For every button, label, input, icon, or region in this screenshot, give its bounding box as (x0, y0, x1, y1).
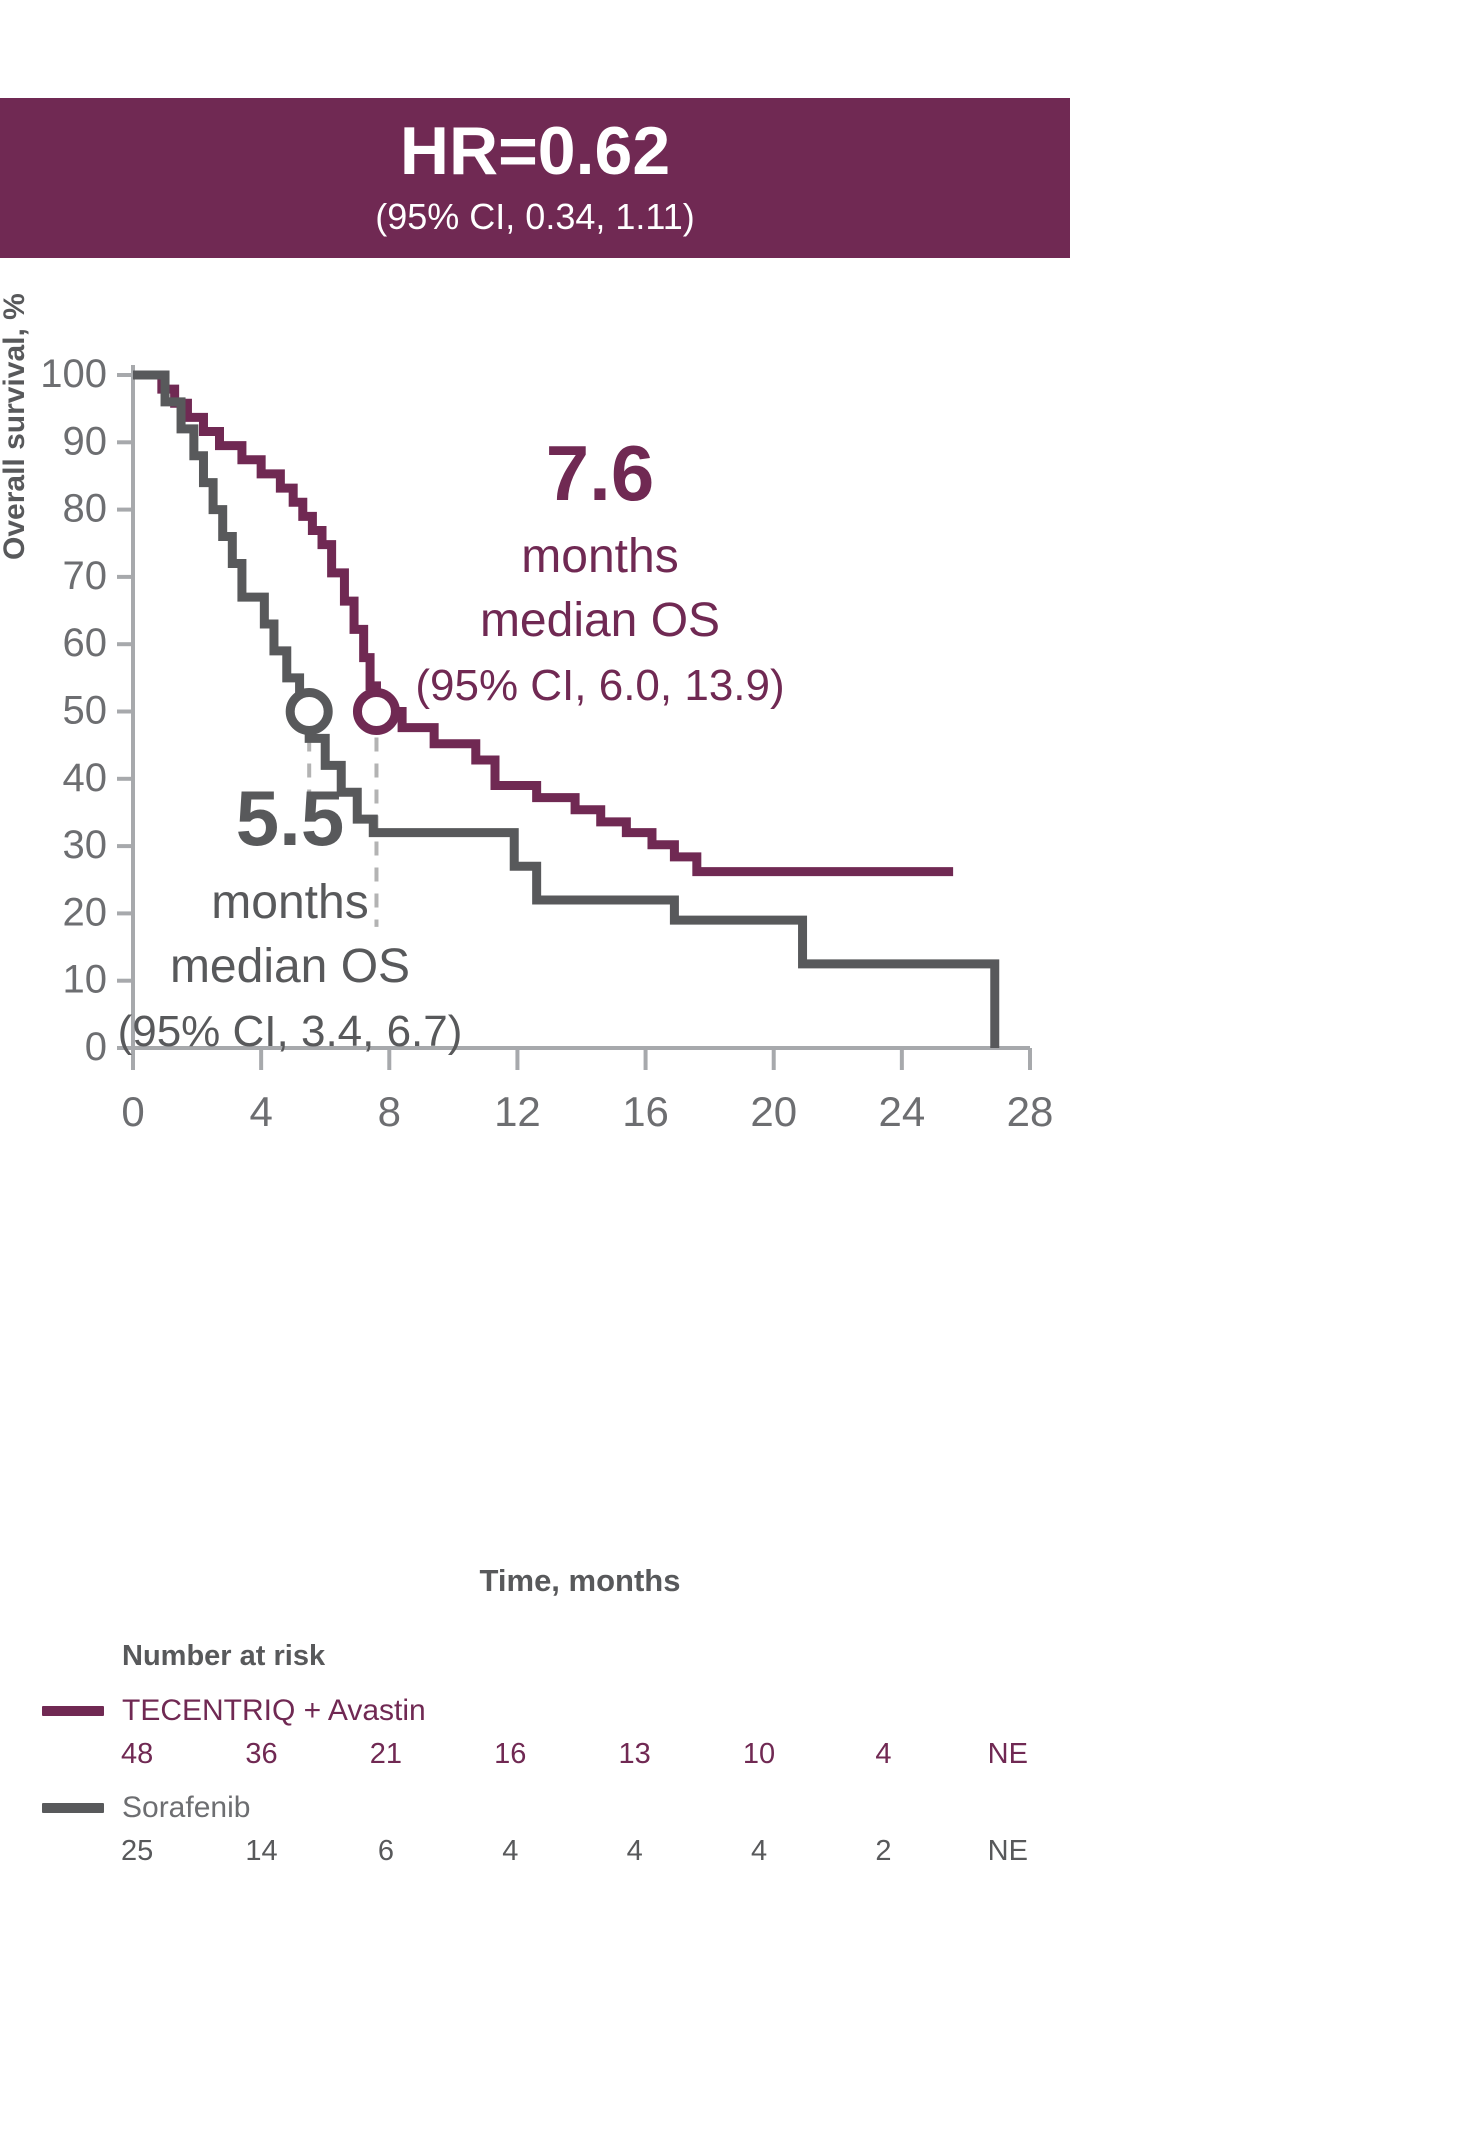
risk-group-tecentriq: TECENTRIQ + Avastin 48 36 21 16 13 10 4 … (0, 1691, 1070, 1772)
x-axis-tick-label: 28 (1007, 1088, 1054, 1135)
risk-cell: 4 (875, 1738, 892, 1770)
x-axis-tick-label: 0 (121, 1088, 144, 1135)
risk-cell: NE (987, 1834, 1028, 1867)
number-at-risk-title: Number at risk (122, 1640, 326, 1672)
risk-cell: 21 (369, 1738, 403, 1770)
km-curve-svg: 0 10 20 30 40 50 60 70 80 90 100 0 4 8 12 16 20 24 28 7.6 mo… (40, 352, 1054, 1135)
y-axis-tick-label: 20 (63, 890, 108, 934)
median-os-value-tecentriq: 7.6 (546, 429, 654, 517)
median-os-desc-tecentriq: median OS (480, 594, 720, 647)
risk-cell: 6 (377, 1834, 394, 1867)
hazard-ratio-value: HR=0.62 (399, 113, 671, 190)
median-os-marker-sorafenib (285, 688, 333, 735)
y-axis-tick-label: 60 (63, 621, 108, 665)
risk-cell: 13 (618, 1738, 651, 1770)
risk-values-tecentriq: 48 36 21 16 13 10 4 NE (75, 1737, 1070, 1772)
risk-cell: NE (987, 1738, 1028, 1770)
median-os-value-sorafenib: 5.5 (236, 774, 344, 862)
plot-area: 0 10 20 30 40 50 60 70 80 90 100 0 4 8 12 16 20 24 28 7.6 mo… (0, 300, 1070, 1500)
y-axis-tick-label: 90 (63, 419, 108, 463)
legend-label-sorafenib: Sorafenib (122, 1790, 251, 1824)
km-curve-tecentriq (133, 370, 954, 877)
x-axis-title: Time, months (0, 1563, 1070, 1599)
x-axis-tick-label: 4 (249, 1088, 272, 1135)
risk-cell: 14 (245, 1834, 278, 1867)
risk-cell: 2 (875, 1834, 892, 1867)
legend-swatch-tecentriq (42, 1706, 104, 1716)
legend-row-tecentriq: TECENTRIQ + Avastin (42, 1691, 1070, 1731)
risk-cell: 48 (121, 1738, 154, 1770)
y-axis-tick-label: 40 (63, 756, 108, 800)
number-at-risk-table: Number at risk TECENTRIQ + Avastin 48 36… (0, 1640, 1070, 1885)
risk-values-sorafenib: 25 14 6 4 4 4 2 NE (75, 1834, 1070, 1869)
median-os-desc-sorafenib: median OS (170, 940, 410, 993)
legend-row-sorafenib: Sorafenib (42, 1788, 1070, 1828)
risk-cell: 4 (626, 1834, 643, 1867)
y-axis-tick-label: 100 (40, 352, 107, 396)
legend-swatch-sorafenib (42, 1802, 104, 1813)
median-os-ci-tecentriq: (95% CI, 6.0, 13.9) (415, 661, 784, 710)
median-os-unit-sorafenib: months (211, 876, 368, 929)
risk-cell: 36 (245, 1738, 278, 1770)
risk-cell: 4 (750, 1834, 768, 1867)
x-axis-tick-label: 20 (750, 1088, 797, 1135)
hazard-ratio-ci: (95% CI, 0.34, 1.11) (375, 196, 695, 238)
median-os-marker-tecentriq (352, 688, 400, 735)
median-os-ci-sorafenib: (95% CI, 3.4, 6.7) (118, 1007, 463, 1056)
hazard-ratio-banner: HR=0.62 (95% CI, 0.34, 1.11) (0, 98, 1070, 258)
y-axis-tick-label: 10 (63, 958, 108, 1002)
x-axis-tick-label: 16 (622, 1088, 669, 1135)
y-axis-tick-label: 80 (63, 487, 108, 531)
risk-group-sorafenib: Sorafenib 25 14 6 4 4 4 2 NE (0, 1788, 1070, 1869)
y-axis-tick-label: 0 (85, 1025, 107, 1069)
x-axis-title-text: Time, months (479, 1563, 681, 1598)
y-axis-tick-label: 50 (63, 689, 108, 733)
risk-cell: 25 (121, 1834, 154, 1867)
legend-label-tecentriq: TECENTRIQ + Avastin (122, 1694, 426, 1727)
y-axis-tick-label: 70 (63, 554, 108, 598)
x-axis-tick-label: 24 (878, 1088, 925, 1135)
y-axis-tick-label: 30 (63, 823, 108, 867)
risk-cell: 4 (502, 1834, 519, 1867)
risk-cell: 16 (494, 1738, 527, 1770)
risk-cell: 10 (742, 1738, 776, 1770)
median-os-unit-tecentriq: months (521, 530, 678, 583)
km-curve-sorafenib (133, 370, 1000, 1048)
x-axis-tick-label: 8 (378, 1088, 401, 1135)
x-axis-tick-label: 12 (494, 1088, 541, 1135)
